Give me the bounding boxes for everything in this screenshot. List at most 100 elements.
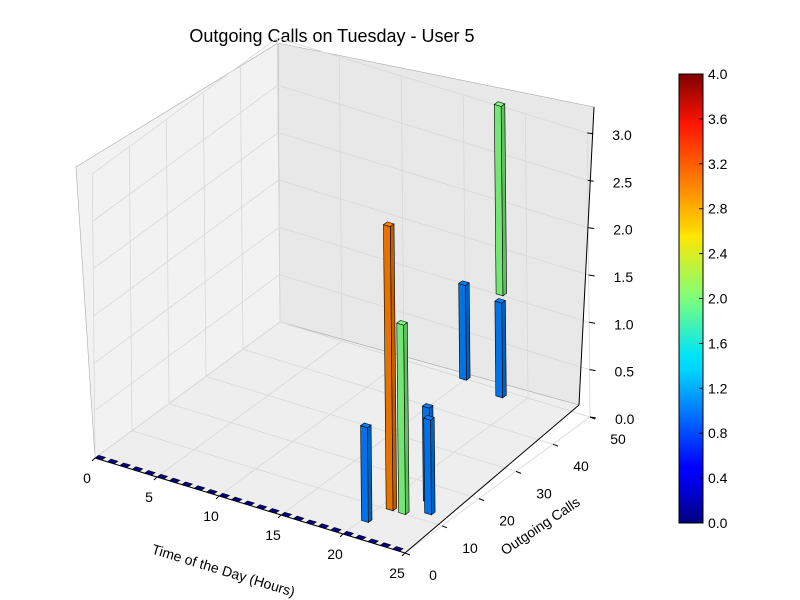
zero-bar — [205, 489, 218, 495]
bar-face — [280, 511, 293, 518]
bar — [494, 298, 507, 399]
zero-bar — [131, 466, 144, 472]
x-tick-label: 10 — [203, 508, 219, 524]
bar-front-face — [423, 417, 432, 516]
z-tick-label: 2.5 — [613, 174, 633, 190]
bar-face — [119, 462, 131, 469]
colorbar-tick-label: 2.4 — [708, 246, 728, 262]
bar-face — [193, 485, 206, 491]
bar — [493, 101, 507, 297]
grid-line-z-back — [278, 226, 590, 323]
grid-line-y-floor — [205, 376, 517, 472]
colorbar: 0.0 0.4 0.8 1.2 1.6 2.0 2.4 2.8 3.2 3.6 4.0 — [678, 66, 728, 531]
colorbar-tick-label: 4.0 — [708, 66, 728, 82]
bar-front-face — [458, 283, 467, 381]
bar-top-face — [421, 403, 434, 409]
x-tick-mark — [277, 514, 282, 519]
bar — [382, 221, 398, 512]
zero-bar — [329, 527, 342, 533]
z-tick-mark — [588, 227, 595, 230]
z-tick-label: 1.0 — [614, 316, 634, 332]
y-tick-label: 10 — [462, 540, 478, 556]
x-tick-label: 0 — [83, 470, 91, 486]
grid-line-x-floor — [404, 416, 591, 554]
bar-face — [143, 470, 156, 476]
x-tick-mark — [91, 457, 96, 462]
z-tick-label: 0.0 — [615, 411, 635, 427]
zero-bar — [342, 530, 355, 537]
bar — [359, 422, 373, 524]
zero-bar — [243, 500, 255, 507]
bar — [458, 280, 471, 381]
z-tick-mark — [587, 132, 594, 135]
grid-line-z-side — [93, 226, 280, 364]
bar-face — [255, 504, 268, 510]
zero-bar — [119, 462, 131, 469]
x-axis-label: Time of the Day (Hours) — [150, 541, 297, 600]
bar-top-face — [493, 101, 506, 107]
bar-face — [379, 542, 392, 548]
zero-bar — [143, 470, 156, 476]
zero-bar — [292, 515, 305, 522]
bar-face — [106, 458, 119, 465]
z-tick-mark — [587, 179, 594, 182]
bar-face — [131, 466, 144, 472]
grid-line-x-floor — [342, 397, 529, 535]
colorbar-tick-label: 2.8 — [708, 201, 728, 217]
bar-face — [94, 454, 107, 461]
x-tick-mark — [401, 552, 406, 557]
bar-face — [205, 489, 218, 495]
y-axis-ticks: 0 10 20 30 40 50 — [404, 416, 626, 583]
grid-line-z-side — [94, 274, 280, 411]
colorbar-ticks: 0.0 0.4 0.8 1.2 1.6 2.0 2.4 2.8 3.2 3.6 4.0 — [699, 66, 728, 531]
colorbar-tick-label: 0.0 — [708, 515, 728, 531]
z-tick-label: 1.5 — [614, 269, 634, 285]
y-tick-mark — [478, 498, 485, 502]
colorbar-tick-label: 1.6 — [708, 335, 728, 351]
grid-line-z-side — [93, 179, 279, 317]
bar-top-face — [396, 320, 408, 326]
zero-bar — [218, 492, 231, 499]
z-tick-label: 3.0 — [612, 127, 632, 143]
y-tick-label: 20 — [499, 513, 515, 529]
bar-top-face — [458, 280, 470, 286]
bar-front-face — [396, 322, 406, 516]
x-tick-label: 25 — [389, 565, 405, 581]
zero-bar — [181, 481, 193, 488]
zero-bar — [230, 496, 243, 503]
x-axis-ticks: 0 5 10 15 20 25 — [83, 457, 406, 581]
zero-bar — [168, 477, 181, 484]
grid-line-z-back — [278, 179, 589, 276]
x-tick-label: 15 — [265, 527, 281, 543]
bar-top-face — [494, 298, 507, 304]
bar — [396, 320, 410, 516]
zero-bar — [317, 523, 330, 529]
colorbar-tick-label: 0.4 — [708, 470, 728, 486]
chart-title: Outgoing Calls on Tuesday - User 5 — [189, 26, 474, 46]
bar-front-face — [493, 103, 504, 297]
z-tick-label: 0.5 — [615, 364, 635, 380]
zero-bar — [305, 519, 317, 526]
y-axis-line — [404, 404, 580, 554]
grid-line-x-floor — [218, 359, 405, 497]
colorbar-tick-label: 3.2 — [708, 156, 728, 172]
bar — [423, 414, 436, 516]
bar-face — [391, 546, 404, 552]
y-tick-label: 40 — [573, 458, 589, 474]
zero-bar — [94, 454, 107, 461]
grid-line-z-side — [92, 132, 279, 269]
colorbar-tick-label: 3.6 — [708, 111, 728, 127]
z-tick-mark — [589, 321, 596, 324]
y-tick-mark — [404, 552, 411, 556]
z-axis-ticks: 0.0 0.5 1.0 1.5 2.0 2.5 3.0 — [587, 127, 635, 427]
bar-face — [230, 496, 243, 503]
bars-group — [94, 101, 507, 552]
bar-face — [342, 530, 355, 537]
zero-bar — [354, 534, 367, 541]
zero-bar — [391, 546, 404, 552]
zero-bar — [379, 542, 392, 548]
y-tick-label: 0 — [429, 567, 437, 583]
bar-face — [181, 481, 193, 488]
zero-bar — [106, 458, 119, 465]
